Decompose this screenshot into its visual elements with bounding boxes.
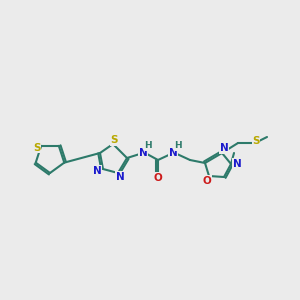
Text: O: O — [154, 173, 162, 183]
Text: N: N — [116, 172, 124, 182]
Text: H: H — [144, 142, 152, 151]
Text: N: N — [169, 148, 177, 158]
Text: S: S — [110, 135, 118, 145]
Text: S: S — [252, 136, 260, 146]
Text: N: N — [232, 159, 242, 169]
Text: N: N — [139, 148, 147, 158]
Text: H: H — [174, 142, 182, 151]
Text: S: S — [33, 143, 41, 153]
Text: N: N — [93, 166, 101, 176]
Text: N: N — [220, 143, 228, 153]
Text: O: O — [202, 176, 211, 186]
